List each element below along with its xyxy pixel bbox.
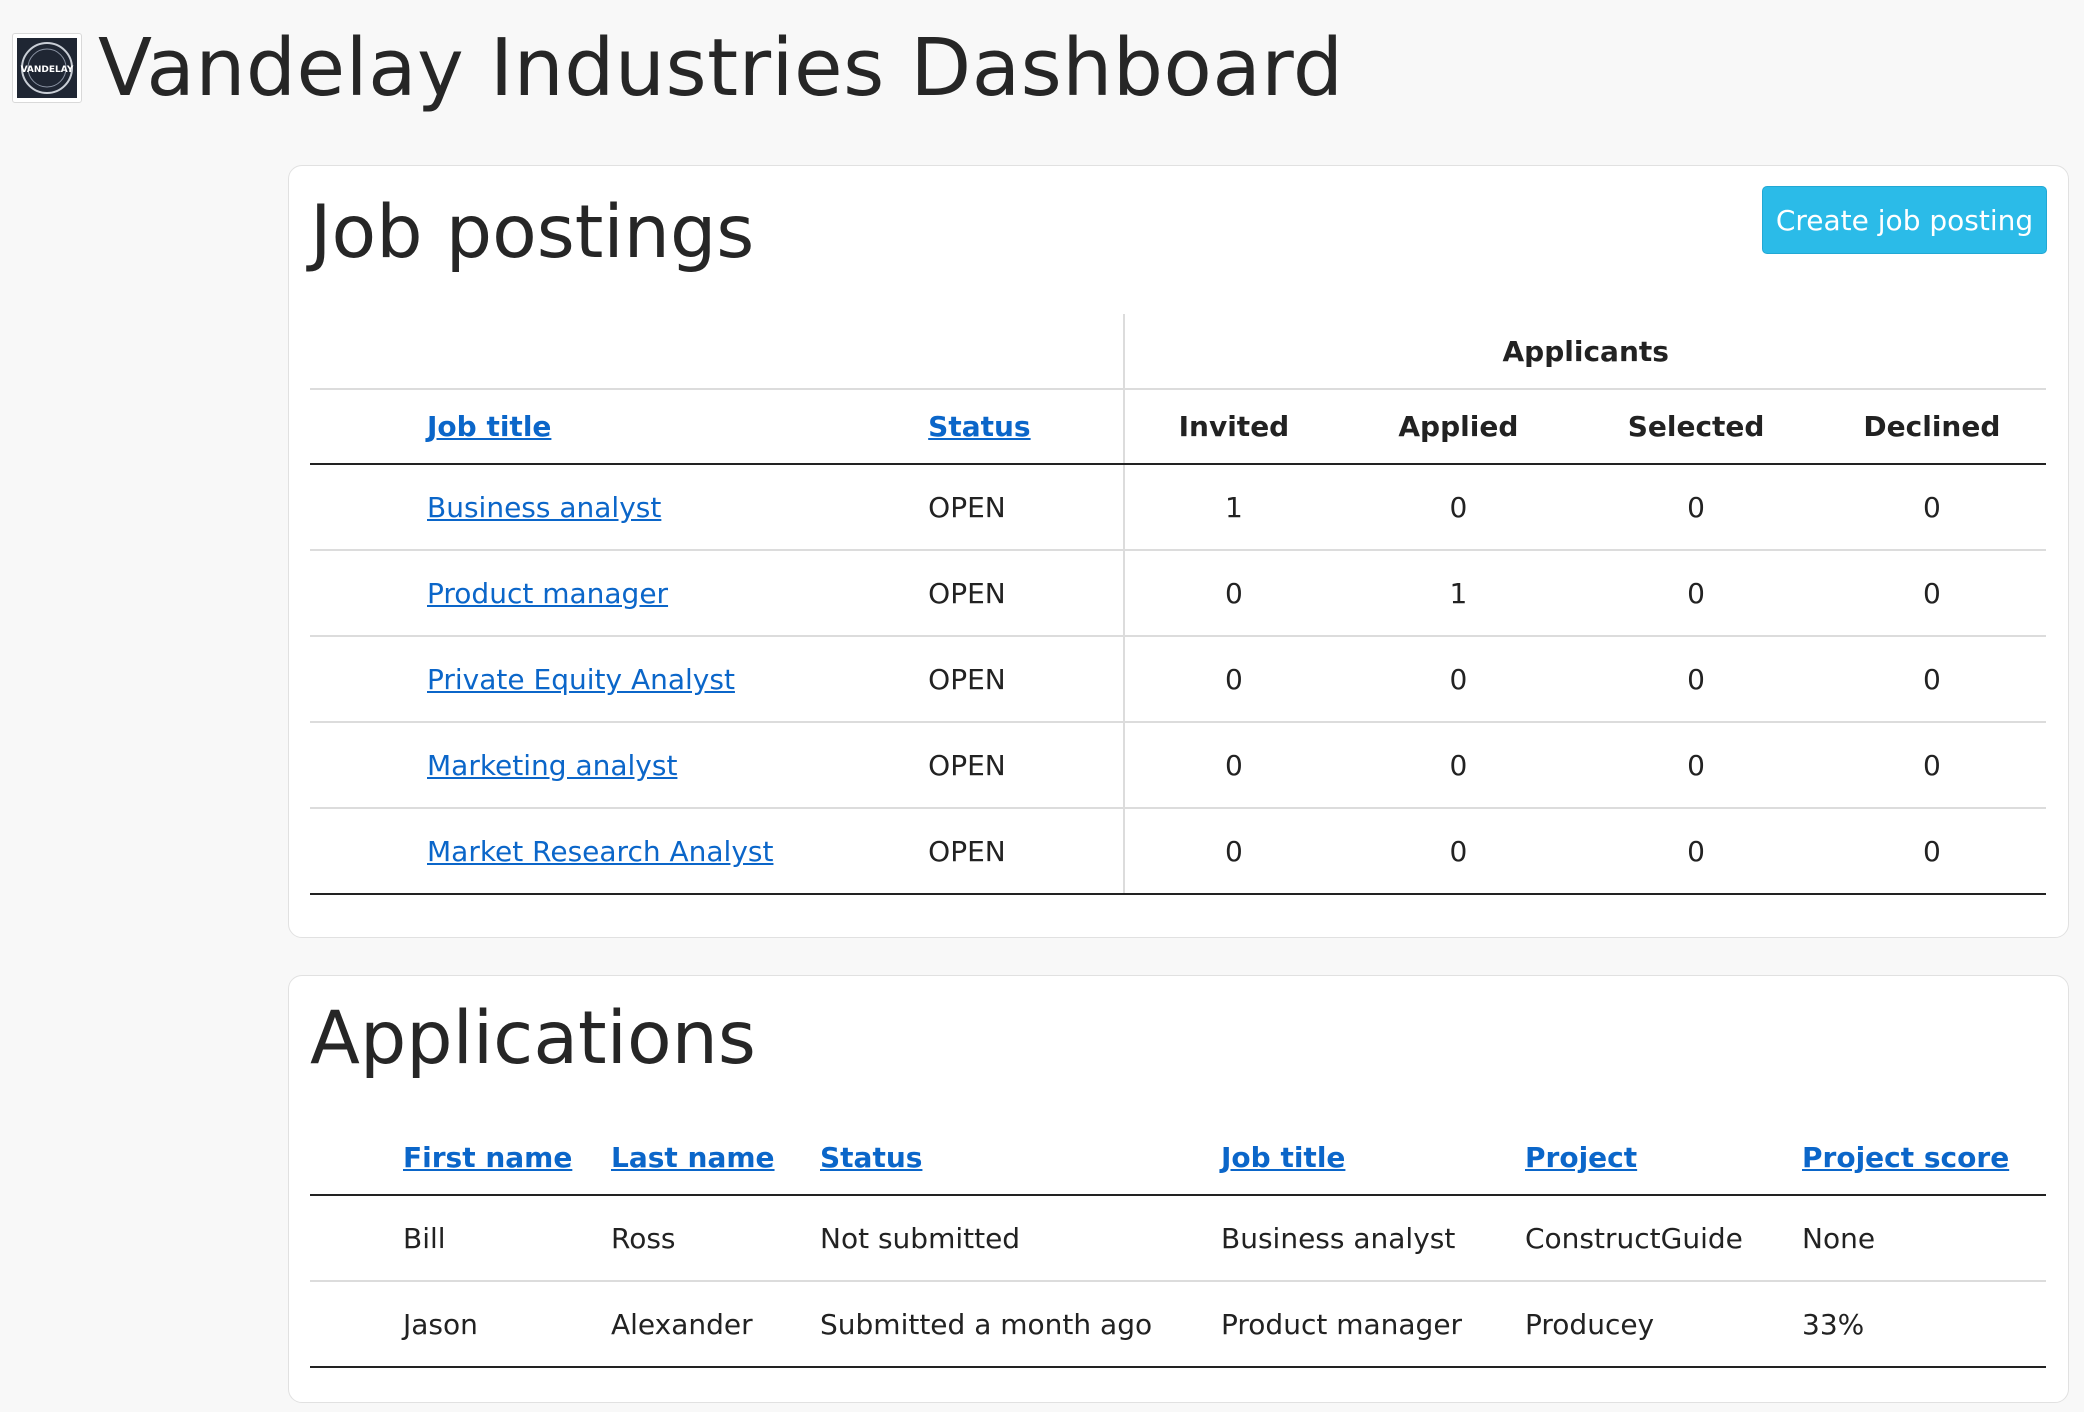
declined-count: 0 [1817,550,2046,637]
job-status-cell: OPEN [928,550,1125,637]
job-title-cell: Business analyst [1221,1195,1525,1282]
selected-count: 0 [1574,808,1818,895]
table-row: Marketing analyst OPEN 0 0 0 0 [310,722,2046,809]
job-postings-card: Job postings Create job posting Applican… [288,165,2069,938]
applied-count: 0 [1342,636,1575,723]
job-status-cell: OPEN [928,722,1125,809]
job-postings-table: Applicants Job title Status Invited Appl… [310,314,2046,895]
col-selected-header: Selected [1574,388,1818,465]
declined-count: 0 [1817,464,2046,551]
declined-count: 0 [1817,722,2046,809]
job-title-cell: Private Equity Analyst [310,636,929,723]
sort-status-link[interactable]: Status [928,410,1031,443]
job-title-cell: Market Research Analyst [310,808,929,895]
job-title-cell: Business analyst [310,464,929,551]
table-header-row: First name Last name Status Job title Pr… [310,1121,2046,1196]
table-row: Jason Alexander Submitted a month ago Pr… [310,1281,2046,1368]
table-header-row: Job title Status Invited Applied Selecte… [310,388,2046,465]
sort-project-score-link[interactable]: Project score [1802,1141,2010,1174]
job-postings-title: Job postings [310,190,755,275]
sort-project-link[interactable]: Project [1525,1141,1638,1174]
col-declined-header: Declined [1817,388,2046,465]
project-cell: Producey [1525,1281,1802,1368]
last-name-cell: Alexander [611,1281,820,1368]
job-status-cell: OPEN [928,808,1125,895]
job-link-market-research-analyst[interactable]: Market Research Analyst [427,834,774,868]
last-name-cell: Ross [611,1195,820,1282]
group-header-spacer [310,314,1124,389]
table-group-header-row: Applicants [310,314,2046,389]
selected-count: 0 [1574,550,1818,637]
col-first-name-header: First name [310,1121,611,1196]
applied-count: 1 [1342,550,1575,637]
declined-count: 0 [1817,636,2046,723]
applications-table: First name Last name Status Job title Pr… [310,1121,2046,1368]
col-status-header: Status [928,388,1125,465]
applied-count: 0 [1342,722,1575,809]
sort-job-title-link[interactable]: Job title [427,410,552,443]
job-link-marketing-analyst[interactable]: Marketing analyst [427,748,678,782]
invited-count: 0 [1123,722,1343,809]
table-row: Bill Ross Not submitted Business analyst… [310,1195,2046,1282]
project-cell: ConstructGuide [1525,1195,1802,1282]
page-header: VANDELAY Vandelay Industries Dashboard [12,18,1343,118]
sort-first-name-link[interactable]: First name [403,1141,573,1174]
project-score-cell: 33% [1802,1281,2046,1368]
applied-count: 0 [1342,464,1575,551]
company-logo: VANDELAY [12,33,82,103]
sort-status-link[interactable]: Status [820,1141,923,1174]
col-status-header: Status [820,1121,1221,1196]
table-row: Product manager OPEN 0 1 0 0 [310,550,2046,637]
sort-job-title-link[interactable]: Job title [1221,1141,1346,1174]
col-project-header: Project [1525,1121,1802,1196]
logo-wordmark: VANDELAY [21,65,74,75]
job-title-cell: Product manager [310,550,929,637]
applicants-group-header: Applicants [1123,314,2046,389]
table-row: Market Research Analyst OPEN 0 0 0 0 [310,808,2046,895]
job-title-cell: Marketing analyst [310,722,929,809]
table-row: Private Equity Analyst OPEN 0 0 0 0 [310,636,2046,723]
sort-last-name-link[interactable]: Last name [611,1141,775,1174]
declined-count: 0 [1817,808,2046,895]
job-title-cell: Product manager [1221,1281,1525,1368]
applied-count: 0 [1342,808,1575,895]
first-name-cell: Bill [310,1195,611,1282]
col-applied-header: Applied [1342,388,1575,465]
col-project-score-header: Project score [1802,1121,2046,1196]
logo-emblem-icon: VANDELAY [17,38,77,98]
page-title: Vandelay Industries Dashboard [98,21,1344,114]
applications-title: Applications [310,996,756,1081]
selected-count: 0 [1574,464,1818,551]
invited-count: 1 [1123,464,1343,551]
job-link-private-equity-analyst[interactable]: Private Equity Analyst [427,662,735,696]
job-link-product-manager[interactable]: Product manager [427,576,669,610]
col-last-name-header: Last name [611,1121,820,1196]
col-invited-header: Invited [1123,388,1343,465]
invited-count: 0 [1123,808,1343,895]
application-status-cell: Not submitted [820,1195,1221,1282]
invited-count: 0 [1123,636,1343,723]
create-job-posting-button[interactable]: Create job posting [1762,186,2047,254]
applications-card: Applications First name Last name Status… [288,975,2069,1403]
selected-count: 0 [1574,636,1818,723]
job-link-business-analyst[interactable]: Business analyst [427,490,662,524]
job-status-cell: OPEN [928,464,1125,551]
col-job-title-header: Job title [310,388,929,465]
job-status-cell: OPEN [928,636,1125,723]
selected-count: 0 [1574,722,1818,809]
invited-count: 0 [1123,550,1343,637]
first-name-cell: Jason [310,1281,611,1368]
application-status-cell: Submitted a month ago [820,1281,1221,1368]
project-score-cell: None [1802,1195,2046,1282]
col-job-title-header: Job title [1221,1121,1525,1196]
table-row: Business analyst OPEN 1 0 0 0 [310,464,2046,551]
